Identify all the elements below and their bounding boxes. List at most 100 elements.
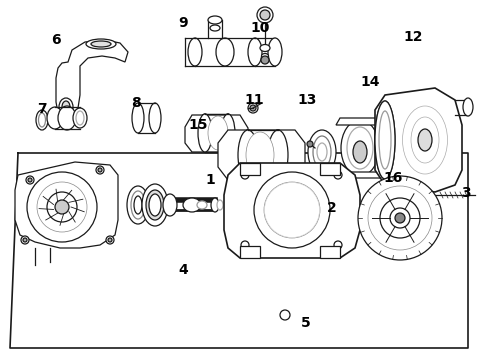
Text: 1: 1: [205, 173, 215, 187]
Circle shape: [23, 238, 27, 242]
Polygon shape: [336, 118, 382, 125]
Circle shape: [47, 192, 77, 222]
Text: 9: 9: [178, 16, 188, 30]
Ellipse shape: [197, 201, 207, 209]
Polygon shape: [218, 130, 305, 180]
Ellipse shape: [59, 98, 73, 116]
Ellipse shape: [463, 98, 473, 116]
Polygon shape: [336, 172, 382, 178]
Circle shape: [254, 172, 330, 248]
Bar: [240, 246, 260, 258]
Circle shape: [21, 236, 29, 244]
Circle shape: [98, 168, 102, 172]
Ellipse shape: [217, 200, 223, 210]
Text: 7: 7: [37, 102, 47, 116]
Ellipse shape: [375, 101, 395, 179]
Ellipse shape: [198, 114, 212, 152]
Circle shape: [358, 176, 442, 260]
Ellipse shape: [418, 129, 432, 151]
Ellipse shape: [268, 130, 288, 180]
Circle shape: [284, 202, 300, 218]
Text: 2: 2: [327, 201, 337, 215]
Ellipse shape: [265, 183, 319, 238]
Ellipse shape: [406, 195, 411, 199]
Text: 12: 12: [403, 30, 423, 44]
Text: 5: 5: [301, 316, 311, 330]
Circle shape: [27, 172, 97, 242]
Ellipse shape: [420, 191, 430, 199]
Ellipse shape: [127, 186, 149, 224]
Circle shape: [264, 182, 320, 238]
Circle shape: [368, 186, 432, 250]
Circle shape: [280, 310, 290, 320]
Ellipse shape: [149, 103, 161, 133]
Circle shape: [261, 56, 269, 64]
Circle shape: [28, 178, 32, 182]
Circle shape: [26, 176, 34, 184]
Ellipse shape: [221, 114, 235, 152]
Circle shape: [250, 105, 256, 111]
Ellipse shape: [149, 194, 161, 216]
Circle shape: [390, 208, 410, 228]
Ellipse shape: [131, 191, 145, 219]
Text: 15: 15: [188, 118, 208, 132]
Text: 4: 4: [178, 263, 188, 277]
Ellipse shape: [347, 127, 373, 169]
Ellipse shape: [341, 120, 379, 176]
Text: 13: 13: [297, 93, 317, 107]
Ellipse shape: [401, 192, 409, 198]
Ellipse shape: [211, 198, 219, 212]
Polygon shape: [15, 162, 118, 248]
Ellipse shape: [134, 196, 142, 214]
Ellipse shape: [198, 114, 212, 152]
Circle shape: [334, 171, 342, 179]
Ellipse shape: [216, 38, 234, 66]
Circle shape: [260, 10, 270, 20]
Ellipse shape: [132, 103, 144, 133]
Ellipse shape: [47, 107, 63, 129]
Bar: [320, 163, 340, 175]
Circle shape: [248, 103, 258, 113]
Text: 14: 14: [360, 75, 380, 89]
Ellipse shape: [62, 101, 70, 113]
Ellipse shape: [411, 117, 439, 163]
Polygon shape: [56, 40, 128, 118]
Ellipse shape: [379, 110, 391, 170]
Ellipse shape: [76, 111, 84, 125]
Polygon shape: [375, 88, 462, 192]
Text: 16: 16: [383, 171, 403, 185]
Ellipse shape: [353, 141, 367, 163]
Circle shape: [55, 200, 69, 214]
Ellipse shape: [379, 111, 391, 169]
Ellipse shape: [221, 114, 235, 152]
Ellipse shape: [268, 130, 288, 180]
Ellipse shape: [238, 130, 258, 180]
Ellipse shape: [183, 198, 201, 212]
Ellipse shape: [313, 136, 331, 168]
Circle shape: [334, 241, 342, 249]
Polygon shape: [224, 163, 360, 258]
Circle shape: [307, 141, 313, 147]
Ellipse shape: [317, 143, 327, 161]
Ellipse shape: [308, 130, 336, 174]
Ellipse shape: [262, 54, 269, 59]
Text: 11: 11: [244, 93, 264, 107]
Circle shape: [274, 192, 310, 228]
Ellipse shape: [402, 106, 447, 174]
Ellipse shape: [425, 193, 431, 198]
Circle shape: [108, 238, 112, 242]
Ellipse shape: [163, 194, 177, 216]
Ellipse shape: [375, 101, 395, 179]
Polygon shape: [185, 115, 248, 152]
Ellipse shape: [58, 106, 76, 130]
Ellipse shape: [246, 132, 274, 178]
Ellipse shape: [208, 16, 222, 24]
Circle shape: [96, 166, 104, 174]
Circle shape: [395, 213, 405, 223]
Circle shape: [106, 236, 114, 244]
Circle shape: [257, 7, 273, 23]
Text: 3: 3: [461, 186, 471, 200]
Ellipse shape: [260, 45, 270, 51]
Text: 8: 8: [131, 96, 141, 110]
Ellipse shape: [142, 184, 168, 226]
